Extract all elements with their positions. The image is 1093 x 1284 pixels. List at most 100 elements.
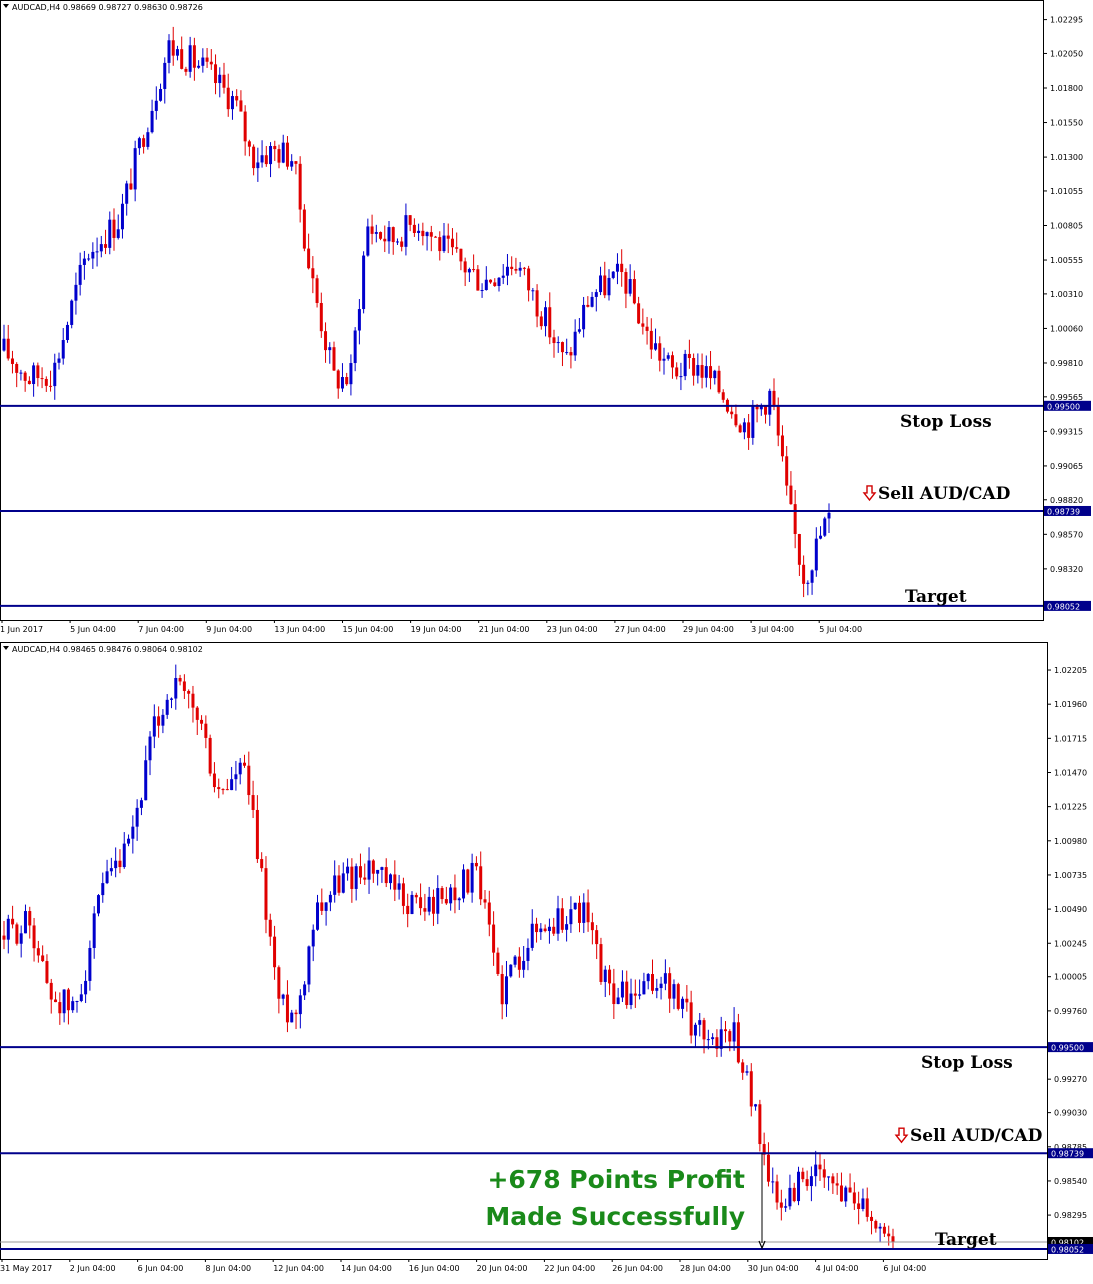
candle-body [654,343,658,350]
candle-body [797,1171,801,1202]
candle-body [738,425,742,433]
candle-body [493,282,497,286]
candle-body [197,65,201,68]
candle-body [624,272,628,294]
candle-body [510,266,514,269]
candle-body [747,422,751,438]
candle-body [154,100,158,111]
candle-body [387,227,391,242]
x-tick-label: 22 Jun 04:00 [544,1264,595,1273]
x-tick-label: 31 May 2017 [0,1264,52,1273]
candle-body [92,913,96,948]
candle-body [696,365,700,376]
x-tick-label: 12 Jun 04:00 [273,1264,324,1273]
candle-body [341,873,345,893]
candle-body [759,406,763,410]
candle-body [476,269,480,291]
candle-body [192,45,196,68]
candle-body [28,911,32,926]
candle-body [23,372,27,381]
candle-body [687,353,691,359]
candle-body [801,1171,805,1180]
candle-body [58,1002,62,1014]
y-tick-label: 0.99810 [1050,359,1083,368]
candle-body [625,981,629,1006]
sell-price-tag [1048,1148,1093,1159]
candle-body [479,866,483,900]
candle-body [15,363,19,373]
candle-body [700,365,704,378]
candle-body [307,248,311,269]
candle-body [819,535,823,539]
candle-body [425,232,429,237]
y-tick-label: 1.00005 [1054,973,1087,982]
candle-body [410,894,414,915]
candle-body [66,989,70,1011]
candle-body [612,983,616,1005]
candle-body [353,330,357,364]
candle-body [62,989,66,1014]
x-tick-label: 27 Jun 04:00 [615,625,666,634]
candle-body [188,45,192,72]
candle-body [615,263,619,272]
candle-body [311,268,315,279]
candle-body [243,762,247,766]
candle-body [878,1226,882,1229]
candle-body [492,924,496,953]
candle-body [442,235,446,252]
candle-body [736,1022,740,1063]
y-tick-label: 1.00555 [1050,256,1083,265]
x-tick-label: 5 Jul 04:00 [819,625,862,634]
y-tick-label: 1.01960 [1054,700,1087,709]
candle-body [809,1176,813,1187]
candle-body [818,1164,822,1170]
candle-body [569,909,573,925]
sell-down-arrow-icon [862,485,877,502]
candle-body [527,268,531,291]
candle-body [120,203,124,230]
stop-loss-price-tag [1044,400,1091,411]
candle-body [685,998,689,1003]
candle-body [556,908,560,934]
candle-body [514,268,518,271]
candle-body [730,411,734,415]
candle-body [70,300,74,325]
sell-price-label: 0.98739 [1051,1150,1084,1159]
candle-body [45,961,49,983]
candle-body [247,765,251,796]
candle-body [201,57,205,66]
candle-body [552,926,556,934]
candle-body [264,155,268,165]
y-tick-label: 0.99565 [1050,393,1083,402]
candle-body [565,352,569,354]
y-tick-label: 1.00245 [1054,939,1087,948]
candle-body [148,736,152,761]
x-tick-label: 29 Jun 04:00 [683,625,734,634]
y-tick-label: 1.00310 [1050,290,1083,299]
candle-body [337,875,341,893]
plot-frame [0,0,1044,621]
candle-body [827,512,831,519]
candle-body [852,1192,856,1204]
candle-body [208,737,212,774]
candle-body [632,279,636,304]
y-tick-label: 1.01715 [1054,734,1087,743]
candle-body [668,973,672,999]
candle-body [319,302,323,332]
candle-body [586,304,590,307]
candle-body [167,40,171,63]
candle-body [27,380,31,385]
candle-body [290,1012,294,1023]
candle-body [692,358,696,376]
candle-body [874,1220,878,1229]
candle-body [427,896,431,912]
profit-text-line: +678 Points Profit [487,1165,745,1194]
y-tick-label: 1.02205 [1054,666,1087,675]
candle-body [806,582,810,584]
candle-body [127,838,131,844]
candle-body [345,377,349,385]
target-price-tag [1048,1243,1093,1254]
candle-body [676,984,680,1009]
candle-body [269,146,273,165]
candle-body [23,911,27,934]
